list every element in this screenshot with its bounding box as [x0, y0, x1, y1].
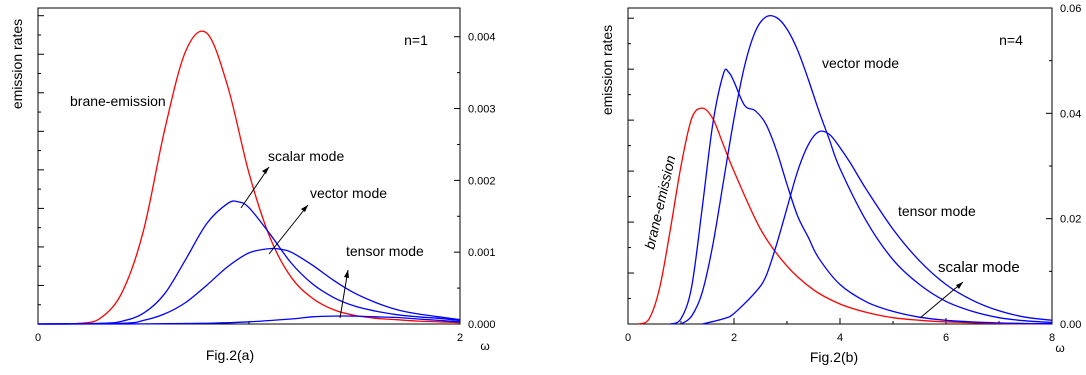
panel-b-label-brane: brane-emission — [641, 154, 678, 251]
panel-a-frame — [37, 7, 461, 325]
right-tick-label: 0.00 — [1060, 319, 1081, 331]
panel-b-right-ticks: 0.00 0.02 0.04 0.06 — [1046, 3, 1081, 331]
panel-a-n-label: n=1 — [404, 32, 428, 48]
panel-b-left-ticks — [628, 17, 634, 325]
panel-b-n-label: n=4 — [999, 32, 1023, 48]
right-tick-label: 0.000 — [468, 319, 496, 331]
right-tick-label: 0.004 — [468, 32, 496, 44]
series-brane-emission — [37, 30, 461, 325]
x-tick-label: 4 — [837, 332, 843, 344]
x-tick-label: 2 — [457, 332, 463, 344]
panel-b-xlabel: ω — [1055, 341, 1064, 355]
panel-a-left-ticks — [38, 15, 44, 325]
panel-b-caption: Fig.2(b) — [810, 349, 858, 365]
panel-a-caption: Fig.2(a) — [206, 347, 254, 363]
panel-b-label-scalar: scalar mode — [938, 259, 1020, 276]
panel-b-x-ticks: 0 2 4 6 8 — [625, 318, 1055, 344]
series-scalar-mode — [702, 130, 1053, 325]
panel-b-ylabel: emission rates — [599, 25, 615, 115]
series-scalar-mode — [37, 200, 461, 325]
panel-b-label-tensor: tensor mode — [898, 203, 976, 219]
panel-b-label-vector: vector mode — [822, 55, 899, 71]
panel-a-label-brane: brane-emission — [70, 93, 166, 109]
panel-b-curves — [638, 14, 1053, 325]
panel-a-label-tensor: tensor mode — [346, 243, 424, 259]
panel-a-label-scalar: scalar mode — [268, 148, 344, 164]
series-brane-emission — [638, 107, 1053, 325]
right-tick-label: 0.02 — [1060, 214, 1081, 226]
panel-a-arrow-vector — [268, 204, 309, 255]
series-tensor-mode — [37, 315, 461, 325]
panel-a-xlabel: ω — [480, 339, 489, 353]
series-vector-mode — [37, 247, 461, 325]
panel-a: 0.000 0.001 0.002 0.003 0.004 0 2 emission ra… — [9, 7, 496, 363]
x-tick-label: 0 — [625, 332, 631, 344]
series-tensor-mode — [680, 14, 1053, 325]
right-tick-label: 0.06 — [1060, 3, 1081, 15]
series-vector-mode — [670, 68, 1053, 325]
right-tick-label: 0.003 — [468, 104, 496, 116]
x-tick-label: 6 — [943, 332, 949, 344]
panel-a-curves — [37, 30, 461, 325]
panel-a-ylabel: emission rates — [9, 19, 25, 109]
x-tick-label: 0 — [35, 332, 41, 344]
panel-a-right-ticks: 0.000 0.001 0.002 0.003 0.004 — [454, 32, 496, 331]
panel-a-arrow-tensor — [339, 269, 349, 319]
right-tick-label: 0.04 — [1060, 108, 1081, 120]
x-tick-label: 8 — [1049, 332, 1055, 344]
panel-b: 0.00 0.02 0.04 0.06 0 2 4 6 8 emission rates Fi… — [599, 3, 1081, 365]
right-tick-label: 0.002 — [468, 175, 496, 187]
right-tick-label: 0.001 — [468, 247, 496, 259]
panel-a-arrow-scalar — [240, 166, 270, 209]
panel-a-label-vector: vector mode — [310, 185, 387, 201]
x-tick-label: 2 — [731, 332, 737, 344]
panel-b-arrow-scalar — [919, 281, 964, 319]
